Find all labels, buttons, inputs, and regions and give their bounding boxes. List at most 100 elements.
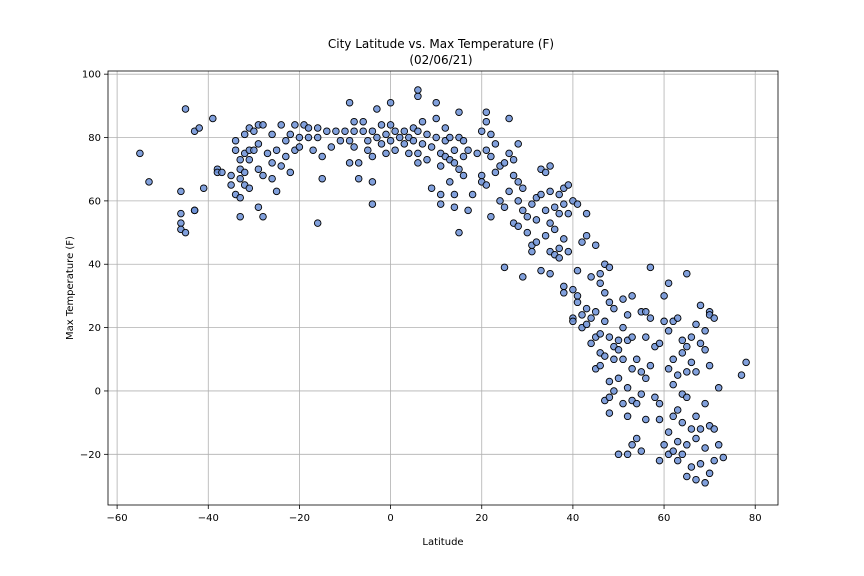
data-point xyxy=(446,178,454,186)
data-point xyxy=(655,456,664,465)
data-point xyxy=(710,314,718,322)
chart-title: City Latitude vs. Max Temperature (F) xyxy=(328,37,554,51)
data-point xyxy=(646,263,655,272)
data-point xyxy=(391,127,399,135)
data-point xyxy=(482,181,491,189)
data-point xyxy=(623,450,632,459)
data-point xyxy=(395,133,404,142)
data-point xyxy=(195,124,203,132)
data-point xyxy=(637,447,646,455)
data-point xyxy=(373,105,381,113)
data-point xyxy=(532,238,541,246)
data-point xyxy=(181,228,190,237)
data-point xyxy=(291,121,299,129)
data-point xyxy=(619,295,627,303)
data-point xyxy=(587,339,595,348)
data-point xyxy=(705,469,714,478)
data-point xyxy=(450,190,459,199)
data-point xyxy=(605,377,614,386)
data-point xyxy=(295,133,304,142)
data-point xyxy=(145,178,153,186)
data-point xyxy=(418,117,427,126)
data-point xyxy=(655,415,664,424)
data-point xyxy=(614,336,623,345)
data-point xyxy=(423,130,431,139)
data-point xyxy=(660,317,668,326)
data-point xyxy=(459,171,468,180)
data-point xyxy=(546,162,554,170)
data-point xyxy=(591,241,600,249)
data-point xyxy=(473,149,481,158)
chart-subtitle: (02/06/21) xyxy=(409,53,472,67)
data-point xyxy=(446,133,454,142)
data-point xyxy=(614,450,623,459)
data-point xyxy=(350,127,358,135)
data-point xyxy=(596,279,604,287)
data-point xyxy=(313,124,322,132)
data-point xyxy=(386,98,395,107)
data-point xyxy=(692,320,700,329)
data-point xyxy=(573,292,582,300)
x-tick-label: 20 xyxy=(475,513,488,524)
data-point xyxy=(692,412,700,421)
data-point xyxy=(514,140,522,148)
data-point xyxy=(359,127,367,135)
data-point xyxy=(696,425,705,433)
data-point xyxy=(259,121,267,129)
data-point xyxy=(637,368,646,376)
data-point xyxy=(236,155,244,164)
data-point xyxy=(701,399,709,408)
data-point xyxy=(737,371,746,379)
data-point xyxy=(282,152,290,161)
data-point xyxy=(487,130,495,139)
data-point xyxy=(610,304,618,313)
data-point xyxy=(268,130,276,139)
data-point xyxy=(227,181,235,189)
y-tick-label: −20 xyxy=(80,450,101,461)
data-point xyxy=(683,441,691,449)
data-point xyxy=(628,333,636,341)
x-tick-label: 40 xyxy=(567,513,580,524)
data-point xyxy=(628,292,636,300)
data-point xyxy=(596,330,604,338)
data-point xyxy=(199,184,208,192)
y-tick-label: 0 xyxy=(95,386,101,397)
data-points xyxy=(136,86,750,487)
data-point xyxy=(560,200,568,208)
data-point xyxy=(354,174,363,183)
data-point xyxy=(304,133,313,142)
data-point xyxy=(236,193,244,202)
data-point xyxy=(605,298,614,307)
data-point xyxy=(587,314,595,322)
data-point xyxy=(368,152,377,161)
data-point xyxy=(696,301,705,310)
data-point xyxy=(678,450,687,459)
data-point xyxy=(560,235,568,243)
data-point xyxy=(496,197,504,205)
data-point xyxy=(487,212,495,221)
data-point xyxy=(487,152,495,161)
data-point xyxy=(400,140,409,148)
data-point xyxy=(423,155,431,164)
data-point xyxy=(286,130,295,139)
data-point xyxy=(541,206,550,215)
data-point xyxy=(523,212,532,221)
data-point xyxy=(455,165,463,173)
plot-frame xyxy=(107,70,779,506)
data-point xyxy=(714,384,723,392)
data-point xyxy=(687,463,696,471)
data-point xyxy=(623,412,632,421)
data-point xyxy=(632,399,641,408)
data-point xyxy=(209,114,217,123)
y-tick-label: 20 xyxy=(88,323,101,334)
data-point xyxy=(272,146,281,154)
data-point xyxy=(509,171,518,180)
data-point xyxy=(692,368,700,376)
data-point xyxy=(528,247,536,256)
data-point xyxy=(368,200,377,208)
data-point xyxy=(491,168,500,177)
data-point xyxy=(240,168,249,177)
data-point xyxy=(482,108,491,116)
data-point xyxy=(696,339,705,348)
